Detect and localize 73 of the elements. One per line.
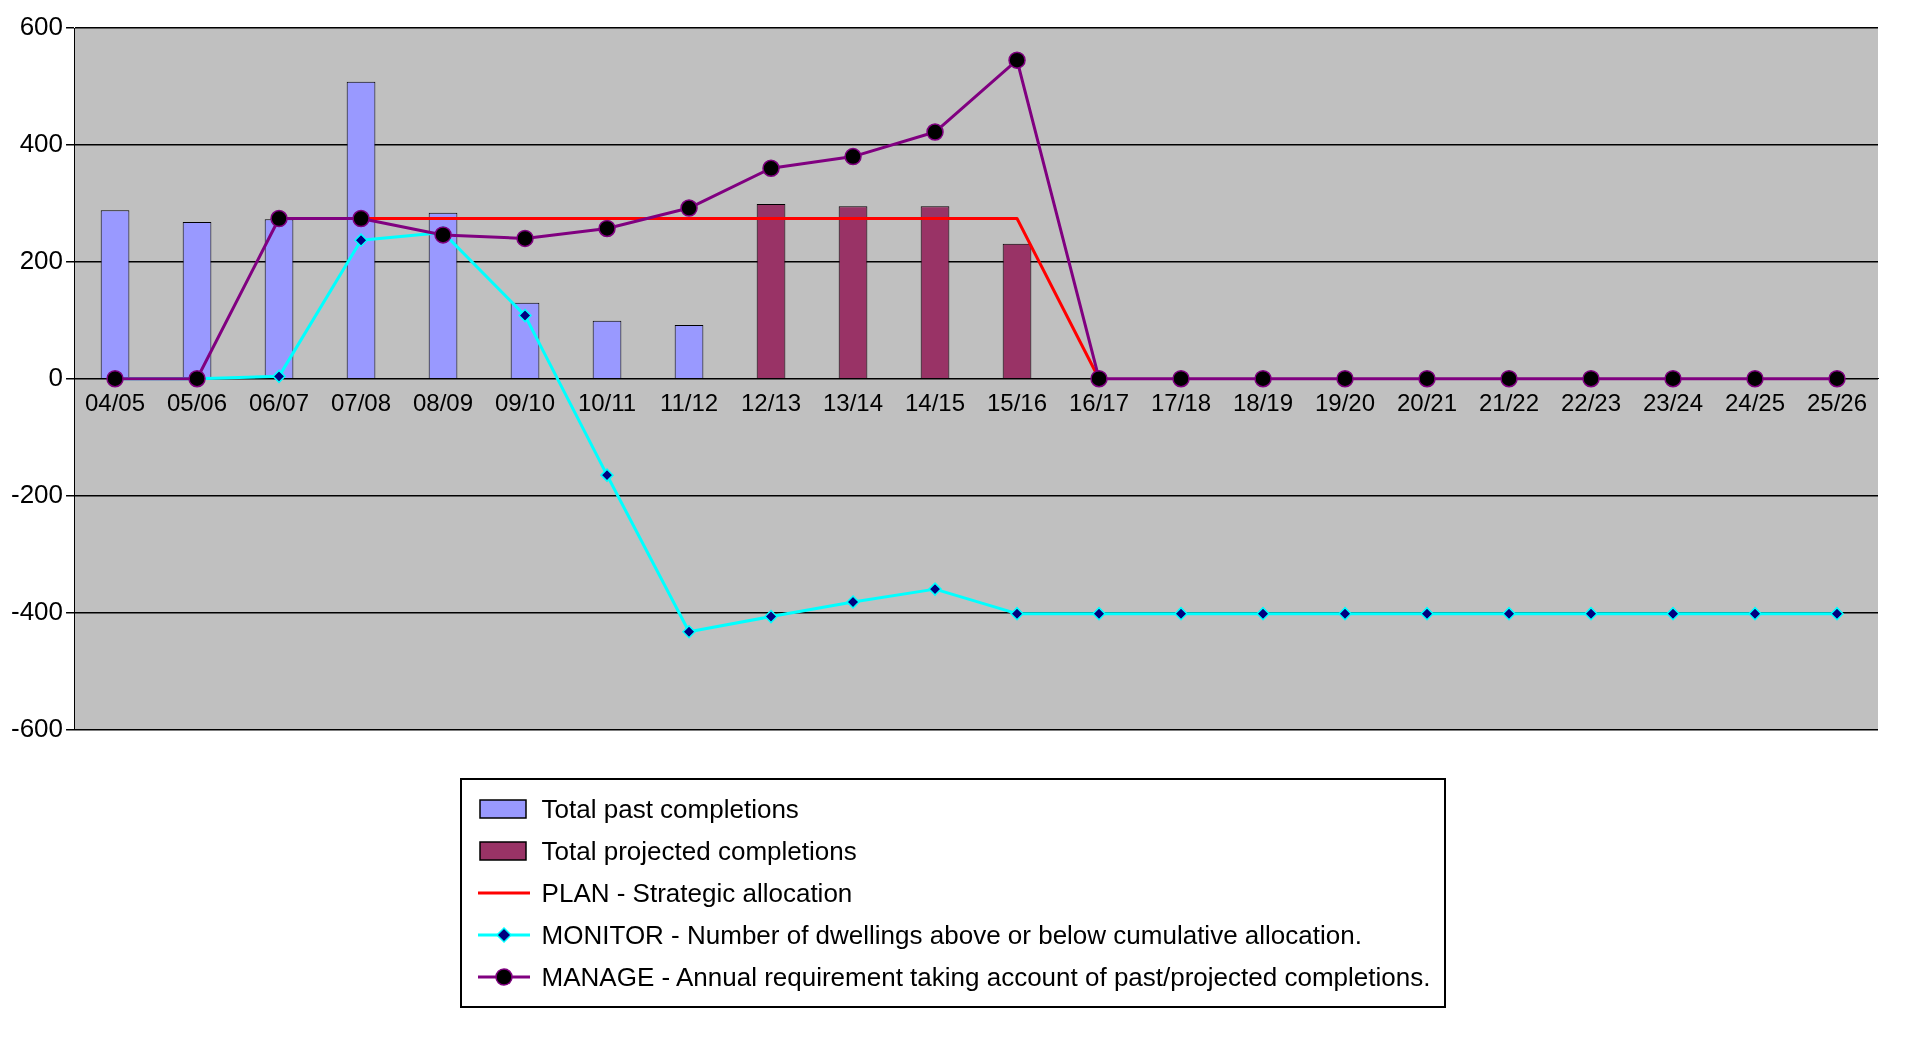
point xyxy=(926,123,944,141)
x-tick-label: 07/08 xyxy=(331,388,392,416)
point xyxy=(846,595,860,609)
y-tick-label: 600 xyxy=(19,11,64,42)
point xyxy=(764,609,778,624)
point xyxy=(1010,606,1024,621)
point xyxy=(1746,369,1764,388)
point xyxy=(1090,369,1108,388)
x-tick-label: 24/25 xyxy=(1724,388,1786,416)
point xyxy=(1666,606,1680,621)
point xyxy=(272,369,286,384)
y-tick-label: -200 xyxy=(10,478,64,509)
x-tick-label: 13/14 xyxy=(822,388,884,416)
x-tick-label: 20/21 xyxy=(1396,388,1458,416)
x-tick-label: 15/16 xyxy=(986,388,1048,416)
point xyxy=(928,582,942,596)
x-tick-label: 08/09 xyxy=(413,388,474,416)
x-tick-label: 06/07 xyxy=(249,388,310,416)
point xyxy=(1748,606,1762,621)
point xyxy=(1092,606,1106,621)
x-tick-label: 17/18 xyxy=(1150,388,1212,416)
legend-label: MONITOR - Number of dwellings above or below cumulative allocation. xyxy=(541,919,1362,951)
point xyxy=(844,147,862,166)
point xyxy=(1582,369,1600,388)
x-tick-label: 25/26 xyxy=(1806,388,1868,416)
point xyxy=(354,233,368,247)
point xyxy=(680,199,698,217)
point xyxy=(1418,369,1436,388)
point xyxy=(598,219,616,238)
x-tick-label: 12/13 xyxy=(740,388,802,416)
point xyxy=(1828,369,1846,388)
point xyxy=(1256,606,1270,621)
x-tick-label: 04/05 xyxy=(85,388,146,416)
x-tick-label: 05/06 xyxy=(167,388,228,416)
y-tick-label: 200 xyxy=(19,244,64,275)
point xyxy=(1008,51,1026,69)
y-tick-label: -400 xyxy=(10,595,64,626)
point xyxy=(352,209,370,228)
point xyxy=(1336,369,1354,388)
x-tick-label: 18/19 xyxy=(1232,388,1294,416)
point xyxy=(1502,606,1516,621)
point xyxy=(762,159,780,178)
point xyxy=(682,625,696,639)
point xyxy=(516,229,534,248)
x-tick-label: 22/23 xyxy=(1560,388,1622,416)
x-tick-label: 23/24 xyxy=(1642,388,1704,416)
point xyxy=(1584,606,1598,621)
legend-label: Total past completions xyxy=(541,793,799,825)
point xyxy=(1830,606,1844,621)
point xyxy=(270,209,288,228)
y-tick-label: 0 xyxy=(48,361,64,392)
point xyxy=(1174,606,1188,621)
x-tick-label: 11/12 xyxy=(659,388,719,416)
point xyxy=(1338,606,1352,621)
point xyxy=(434,226,452,244)
x-tick-label: 19/20 xyxy=(1314,388,1376,416)
legend-label: PLAN - Strategic allocation xyxy=(541,877,853,909)
x-tick-label: 16/17 xyxy=(1068,388,1130,416)
y-tick-label: -600 xyxy=(10,712,64,743)
x-tick-label: 21/22 xyxy=(1478,388,1540,416)
x-tick-label: 09/10 xyxy=(495,388,556,416)
point xyxy=(518,308,532,323)
point xyxy=(600,468,614,482)
point xyxy=(1420,606,1434,621)
x-tick-label: 14/15 xyxy=(904,388,966,416)
point xyxy=(1254,369,1272,388)
point xyxy=(1172,369,1190,388)
legend-label: Total projected completions xyxy=(541,835,857,867)
x-tick-label: 10/11 xyxy=(577,388,637,416)
point xyxy=(1664,369,1682,388)
point xyxy=(1500,369,1518,388)
y-tick-label: 400 xyxy=(19,128,64,159)
legend-label: MANAGE - Annual requirement taking account of past/projected completions. xyxy=(541,961,1431,993)
